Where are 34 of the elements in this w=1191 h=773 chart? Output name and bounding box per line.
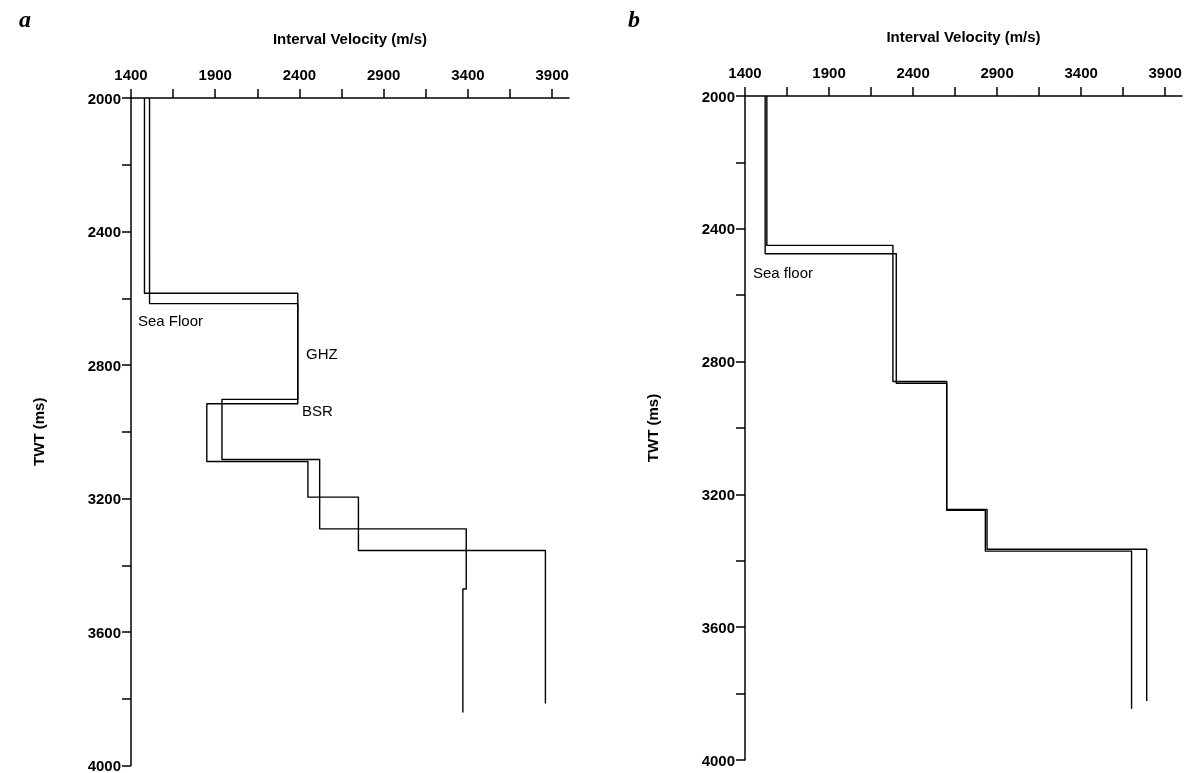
annotation: BSR — [302, 401, 334, 419]
y-tick-label: 3600 — [87, 623, 121, 641]
chart-title: a — [19, 6, 31, 32]
x-tick-label: 1900 — [198, 66, 232, 83]
y-tick-label: 3200 — [87, 490, 121, 507]
chart-title: b — [628, 6, 640, 32]
y-tick-label: 3600 — [701, 618, 735, 636]
x-tick-label: 1400 — [728, 64, 762, 81]
y-tick-label: 3200 — [701, 485, 735, 503]
y-tick-label: 2800 — [701, 353, 735, 371]
y-tick-label: 4000 — [701, 751, 735, 769]
x-tick-label: 1400 — [114, 66, 148, 83]
x-tick-label: 2400 — [896, 64, 930, 81]
y-tick-label: 2000 — [701, 87, 735, 105]
annotation: Sea Floor — [138, 311, 204, 329]
y-tick-label: 4000 — [87, 757, 121, 773]
x-axis-title: Interval Velocity (m/s) — [272, 30, 428, 47]
y-axis-title: TWT (ms) — [644, 393, 661, 463]
y-axis-title: TWT (ms) — [30, 397, 47, 466]
x-tick-label: 1900 — [812, 64, 846, 81]
x-tick-label: 2900 — [980, 64, 1014, 81]
y-tick-label: 2800 — [87, 356, 121, 374]
y-tick-label: 2400 — [701, 220, 735, 238]
x-tick-label: 3900 — [1148, 64, 1182, 81]
x-tick-label: 2400 — [282, 66, 317, 83]
x-tick-label: 2900 — [367, 66, 401, 83]
y-tick-label: 2000 — [87, 89, 121, 107]
y-tick-label: 2400 — [87, 223, 121, 240]
annotation: GHZ — [306, 344, 338, 362]
annotation: Sea floor — [753, 263, 814, 281]
x-tick-label: 3900 — [535, 66, 569, 83]
x-tick-label: 3400 — [451, 66, 485, 83]
x-axis-title: Interval Velocity (m/s) — [886, 28, 1041, 45]
x-tick-label: 3400 — [1064, 64, 1098, 81]
